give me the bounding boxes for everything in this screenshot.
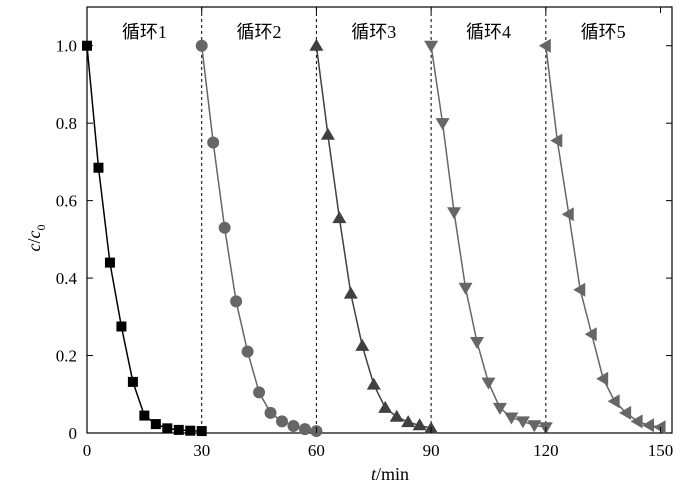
- series-cycle-1-point-9: [185, 425, 196, 436]
- x-tick-label-4: 120: [533, 441, 559, 460]
- series-cycle-2-point-8: [287, 420, 300, 433]
- series-cycle-1-point-7: [162, 423, 173, 434]
- series-cycle-4-point-6: [492, 402, 507, 415]
- series-cycle-2-point-6: [264, 406, 277, 419]
- series-cycle-2-point-5: [253, 386, 266, 399]
- series-cycle-5-point-8: [630, 414, 643, 429]
- series-cycle-5-point-0: [538, 38, 551, 53]
- series-cycle-5-point-6: [607, 394, 620, 409]
- series-cycle-5-point-4: [584, 327, 597, 342]
- series-cycle-3-point-2: [332, 211, 347, 224]
- series-cycle-4-point-2: [447, 207, 462, 220]
- series-cycle-4: [424, 40, 553, 435]
- series-cycle-5-point-3: [573, 282, 586, 297]
- series-cycle-1-point-6: [150, 419, 161, 430]
- y-tick-label-0: 0: [69, 424, 78, 443]
- series-cycle-5-point-1: [550, 133, 563, 148]
- series-cycle-2-point-3: [230, 295, 243, 308]
- series-cycle-1-point-5: [139, 410, 150, 421]
- y-axis-title-subscript: 0: [34, 224, 48, 230]
- series-cycle-4-point-1: [435, 118, 450, 131]
- x-tick-label-0: 0: [83, 441, 92, 460]
- series-cycle-5-point-5: [596, 371, 609, 386]
- x-axis-title-italic: t: [371, 464, 377, 484]
- series-cycle-1-line: [86, 45, 202, 432]
- x-tick-label-1: 30: [193, 441, 210, 460]
- series-cycle-3-point-0: [309, 38, 324, 51]
- y-tick-label-1: 0.2: [56, 347, 77, 366]
- series-cycle-1-point-1: [93, 162, 104, 173]
- series-cycle-2-point-2: [218, 221, 231, 234]
- y-axis-title-c0: c: [24, 230, 44, 238]
- x-tick-label-2: 60: [308, 441, 325, 460]
- series-cycle-5-point-10: [653, 420, 666, 435]
- x-axis-title: t/min: [371, 464, 409, 484]
- cycle-label-2: 循环2: [237, 22, 282, 42]
- series-cycle-1: [82, 40, 207, 437]
- y-axis-title-slash: /: [24, 238, 44, 243]
- series-cycle-4-point-7: [504, 412, 519, 425]
- series-cycle-3-point-8: [401, 415, 416, 428]
- series-cycle-5-line: [545, 45, 661, 428]
- y-axis-title-c: c: [24, 244, 44, 252]
- series-cycle-5-point-7: [619, 405, 632, 420]
- series-cycle-1-point-3: [116, 321, 127, 332]
- series-cycle-2: [195, 39, 323, 438]
- series-cycle-3-line: [315, 45, 432, 430]
- series-cycle-2-point-0: [195, 39, 208, 52]
- y-tick-label-4: 0.8: [56, 114, 77, 133]
- series-cycle-3-point-9: [412, 418, 427, 431]
- series-cycle-3-point-4: [355, 338, 370, 351]
- series-cycle-3-point-6: [378, 400, 393, 413]
- x-tick-label-5: 150: [648, 441, 674, 460]
- series-cycle-5: [538, 38, 666, 435]
- series-cycle-3-point-5: [366, 377, 381, 390]
- series-cycle-1-point-2: [104, 257, 115, 268]
- series-cycle-3-point-7: [389, 409, 404, 422]
- series-cycle-1-point-8: [173, 424, 184, 435]
- series-cycle-4-point-4: [470, 336, 484, 349]
- series-cycle-2-point-4: [241, 345, 254, 358]
- series-cycle-4-line: [430, 45, 546, 428]
- series-cycle-4-point-8: [515, 416, 530, 429]
- series-cycle-3-point-1: [320, 127, 335, 140]
- series-cycle-2-line: [200, 45, 317, 432]
- series-cycle-4-point-5: [481, 377, 496, 390]
- series-cycle-4-point-0: [424, 40, 439, 53]
- x-axis-title-unit: /min: [376, 464, 409, 484]
- cycle-label-3: 循环3: [351, 22, 396, 42]
- y-tick-label-5: 1.0: [56, 37, 77, 56]
- x-tick-label-3: 90: [423, 441, 440, 460]
- series-cycle-4-point-9: [527, 420, 542, 433]
- cycle-label-5: 循环5: [581, 22, 626, 42]
- y-tick-label-2: 0.4: [56, 269, 78, 288]
- series-cycle-3: [309, 38, 439, 434]
- series-cycle-3-point-3: [343, 286, 358, 299]
- series-cycle-2-point-9: [298, 423, 311, 436]
- series-cycle-5-point-2: [561, 207, 574, 222]
- series-cycle-2-point-1: [207, 136, 220, 149]
- series-cycle-1-point-4: [127, 376, 138, 387]
- y-tick-label-3: 0.6: [56, 192, 77, 211]
- series-cycle-2-point-7: [276, 415, 288, 428]
- series-cycle-4-point-3: [458, 282, 473, 295]
- cycle-label-4: 循环4: [466, 22, 511, 42]
- y-axis-title: c/c0: [24, 224, 48, 251]
- cycle-label-1: 循环1: [122, 22, 167, 42]
- plot-area-frame: [86, 6, 673, 434]
- series-cycle-5-point-9: [642, 418, 655, 433]
